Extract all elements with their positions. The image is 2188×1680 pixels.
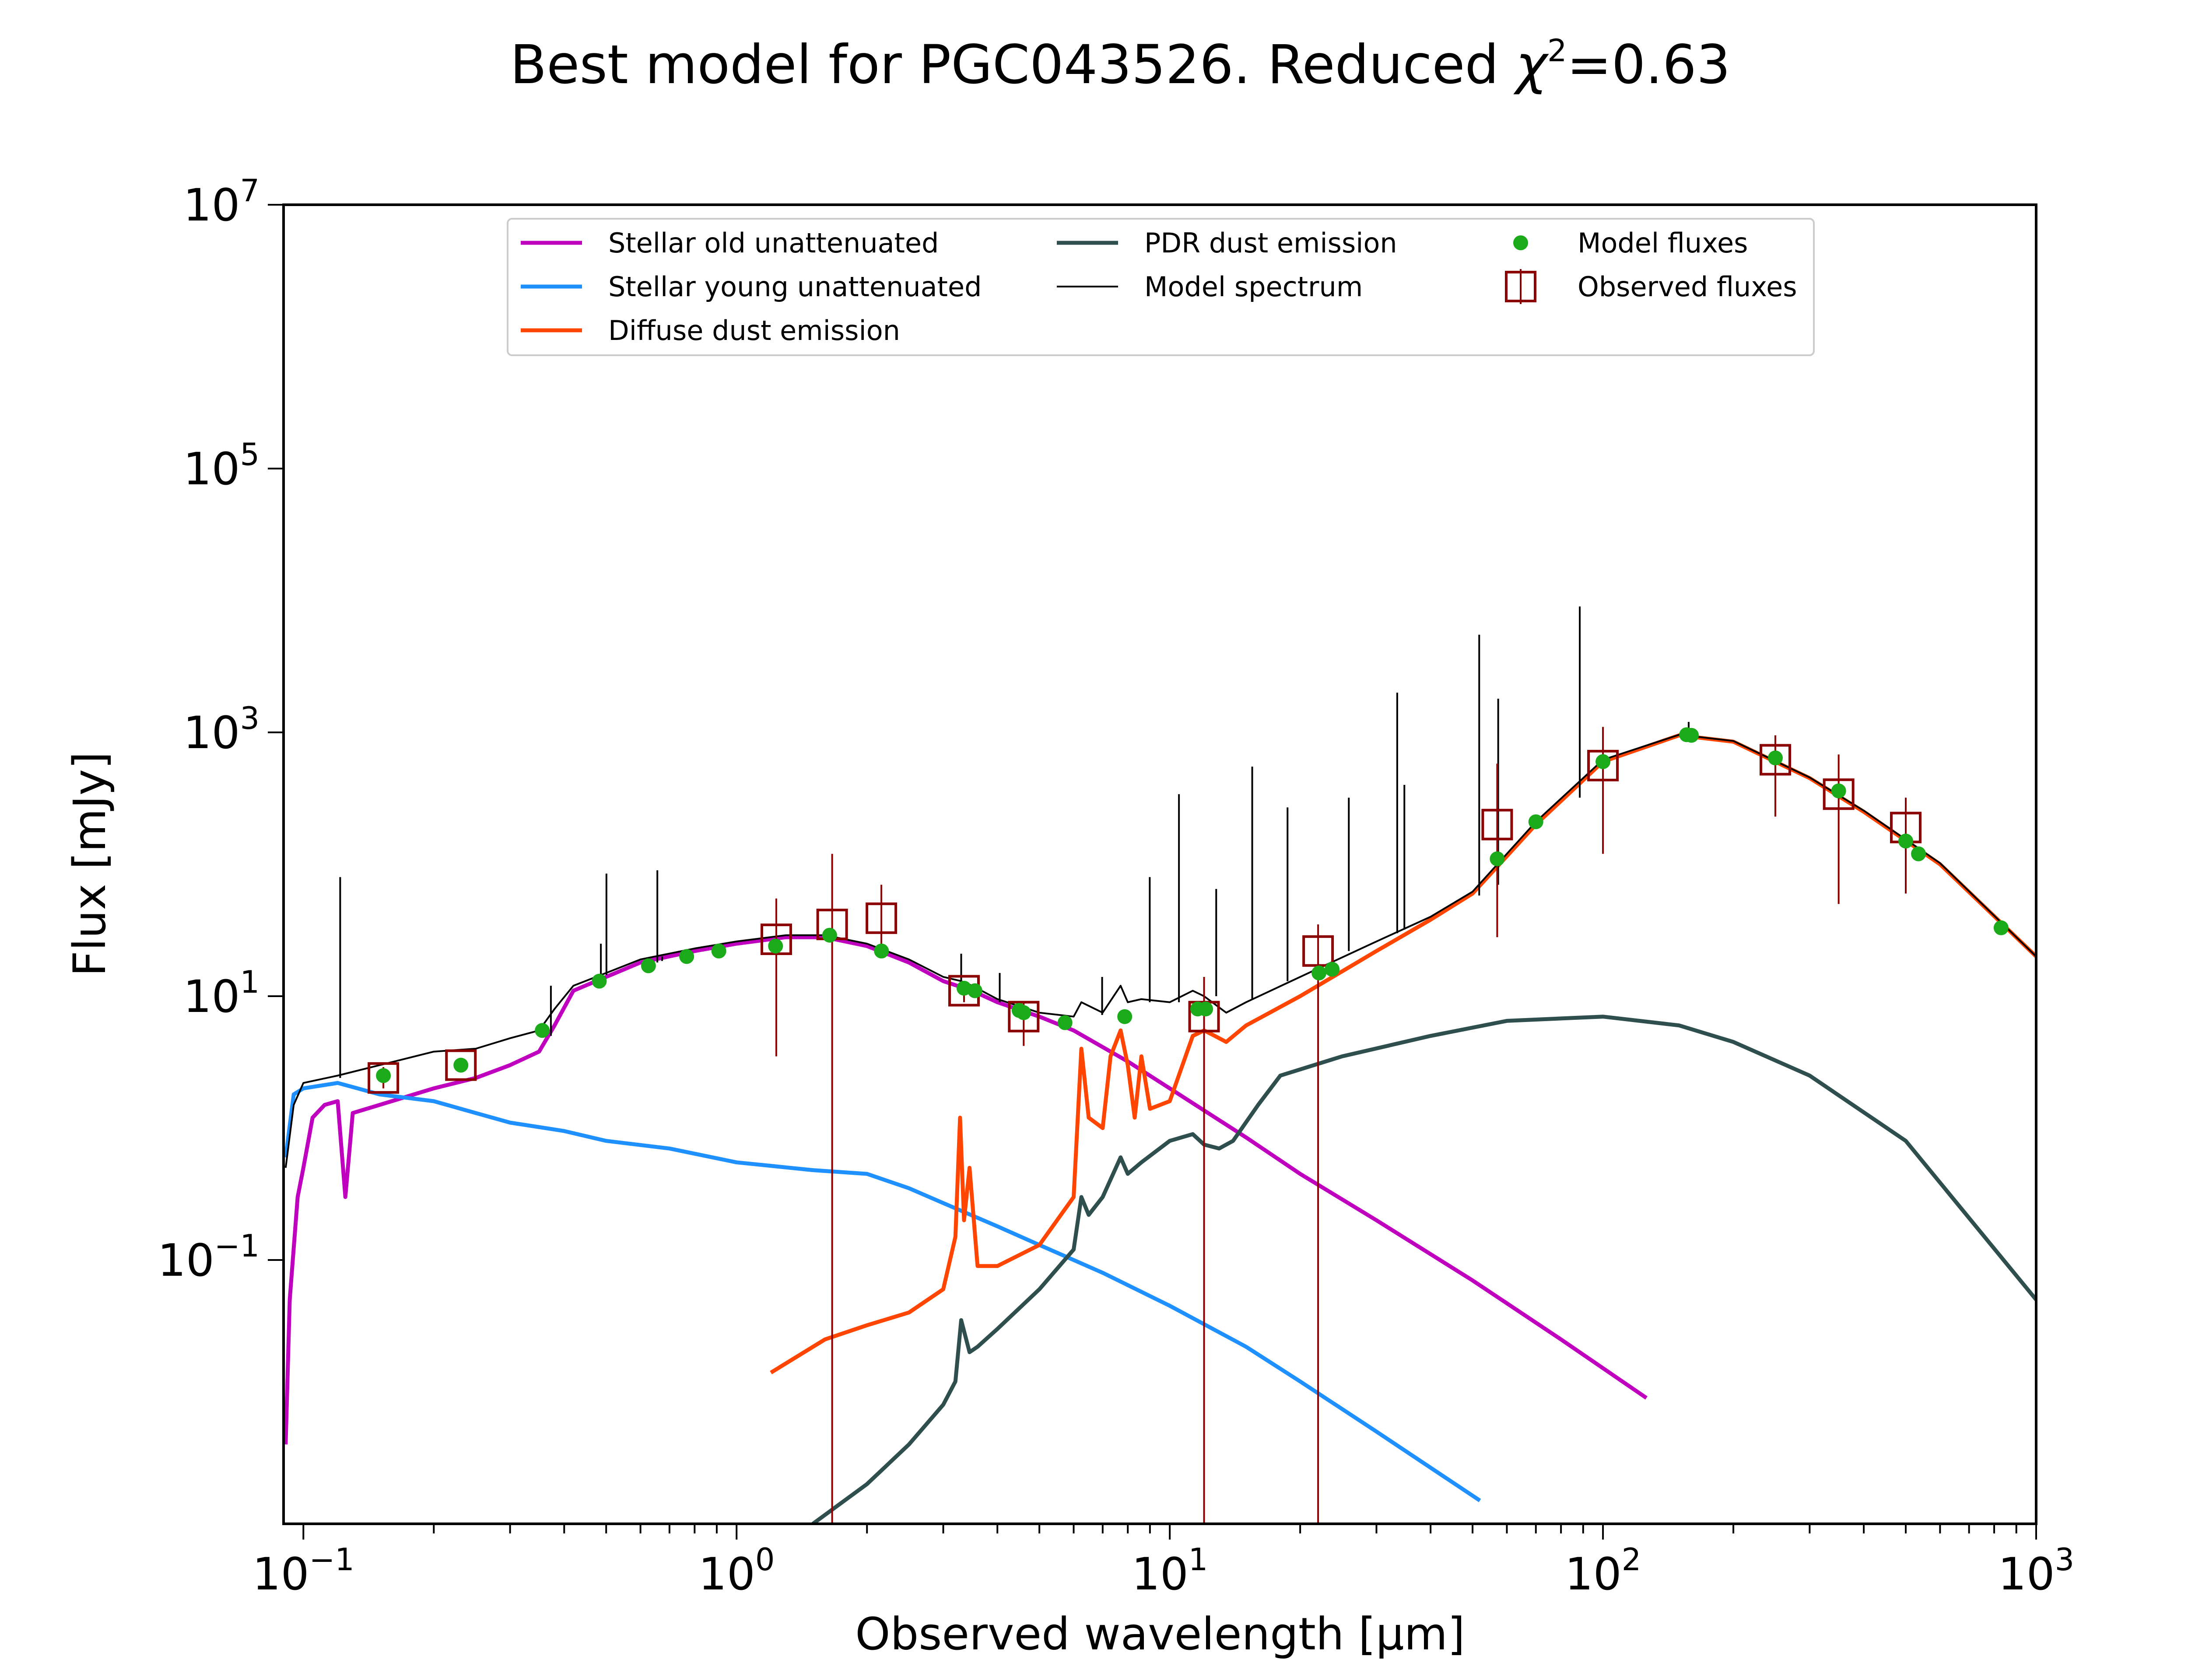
x-tick-label-3: 102 — [1565, 1542, 1641, 1600]
legend-item-observed-fluxes: Observed fluxes — [1505, 269, 1797, 304]
model-flux-point-15 — [1117, 1009, 1133, 1024]
observed-flux-marker-2 — [760, 923, 792, 955]
y-tick-label-0: 10−1 — [158, 1228, 259, 1287]
plot-clip-group — [284, 606, 2036, 1524]
model-flux-point-27 — [1898, 833, 1914, 849]
y-axis-label: Flux [mJy] — [64, 752, 116, 976]
legend-label: Stellar young unattenuated — [608, 271, 982, 303]
y-tick-label-4: 107 — [183, 173, 259, 231]
series-stellar-old-unattenuated — [284, 935, 1648, 1445]
model-flux-point-4 — [641, 958, 656, 973]
model-flux-point-1 — [453, 1057, 469, 1073]
observed-flux-marker-0 — [368, 1062, 400, 1094]
model-flux-point-11 — [967, 983, 982, 998]
model-flux-point-8 — [822, 928, 837, 943]
series-line-stellar-old-unattenuated — [284, 935, 1648, 1445]
legend-item-stellar-old-unattenuated: Stellar old unattenuated — [521, 227, 939, 259]
model-flux-point-19 — [1325, 962, 1340, 977]
legend-item-diffuse-dust-emission: Diffuse dust emission — [521, 315, 900, 346]
model-flux-point-13 — [1016, 1005, 1031, 1020]
series-model-fluxes — [376, 727, 2009, 1083]
model-flux-point-3 — [592, 973, 607, 989]
model-flux-point-7 — [768, 938, 783, 954]
series-model-spectrum-emission-lines — [339, 606, 1690, 1078]
legend-item-stellar-young-unattenuated: Stellar young unattenuated — [521, 271, 982, 303]
observed-flux-marker-8 — [1302, 935, 1334, 967]
chart-title-value: =0.63 — [1567, 34, 1731, 96]
model-flux-point-0 — [376, 1068, 391, 1083]
x-tick-label-0: 10−1 — [252, 1542, 354, 1600]
chart-title-main: Best model for PGC043526. Reduced — [510, 34, 1516, 96]
observed-flux-marker-6 — [1008, 1001, 1040, 1032]
model-flux-point-17 — [1198, 1001, 1213, 1017]
plot-frame — [282, 203, 2037, 1525]
model-flux-point-2 — [535, 1023, 550, 1038]
model-flux-point-21 — [1528, 814, 1543, 830]
legend-label: Model fluxes — [1578, 227, 1748, 259]
model-flux-point-18 — [1311, 965, 1327, 980]
chart-title: Best model for PGC043526. Reduced χ2=0.6… — [510, 33, 1731, 96]
legend-label: Observed fluxes — [1578, 271, 1797, 303]
legend-item-model-fluxes: Model fluxes — [1513, 227, 1748, 259]
x-tick-label-2: 101 — [1132, 1542, 1208, 1600]
legend-label: Stellar old unattenuated — [608, 227, 939, 259]
observed-flux-marker-10 — [1587, 749, 1619, 781]
model-flux-point-25 — [1768, 750, 1783, 766]
model-flux-point-29 — [1993, 920, 2009, 935]
x-tick-label-4: 103 — [1998, 1542, 2074, 1600]
legend: Stellar old unattenuated Stellar young un… — [507, 218, 1815, 356]
y-tick-label-3: 105 — [183, 437, 259, 495]
series-line-diffuse-dust-emission — [770, 733, 2036, 1375]
x-axis-label: Observed wavelength [μm] — [855, 1608, 1465, 1660]
chart-title-chi: χ — [1513, 34, 1549, 96]
model-flux-point-14 — [1057, 1015, 1073, 1030]
y-tick-label-2: 103 — [183, 700, 259, 759]
legend-swatch — [1513, 235, 1528, 250]
legend-label: Diffuse dust emission — [608, 315, 900, 346]
observed-flux-marker-12 — [1823, 778, 1855, 810]
legend-item-model-spectrum: Model spectrum — [1057, 271, 1363, 303]
legend-box — [507, 218, 1815, 356]
model-flux-point-5 — [679, 949, 694, 964]
observed-flux-marker-9 — [1481, 808, 1513, 840]
legend-label: PDR dust emission — [1144, 227, 1397, 259]
model-flux-point-28 — [1911, 846, 1926, 861]
model-flux-point-6 — [711, 943, 726, 959]
legend-swatch — [1505, 271, 1536, 302]
model-flux-point-20 — [1490, 851, 1505, 867]
y-tick-label-1: 101 — [183, 964, 259, 1023]
series-line-pdr-dust-emission — [811, 1015, 2036, 1524]
chart-title-chi-exp: 2 — [1547, 33, 1567, 69]
legend-item-pdr-dust-emission: PDR dust emission — [1057, 227, 1397, 259]
observed-flux-marker-4 — [866, 902, 898, 934]
series-pdr-dust-emission — [811, 1015, 2036, 1524]
model-flux-point-9 — [874, 943, 889, 959]
model-flux-point-22 — [1595, 754, 1611, 769]
series-diffuse-dust-emission — [770, 733, 2036, 1375]
axes: 10−1 100 101 102 103 10−1 101 103 105 107 — [158, 173, 2074, 1600]
model-flux-point-26 — [1831, 783, 1846, 798]
model-flux-point-24 — [1684, 728, 1699, 743]
legend-label: Model spectrum — [1144, 271, 1363, 303]
x-tick-label-1: 100 — [698, 1542, 775, 1600]
observed-flux-marker-11 — [1760, 744, 1792, 776]
observed-flux-marker-1 — [445, 1049, 477, 1081]
plot-area — [284, 606, 2036, 1524]
